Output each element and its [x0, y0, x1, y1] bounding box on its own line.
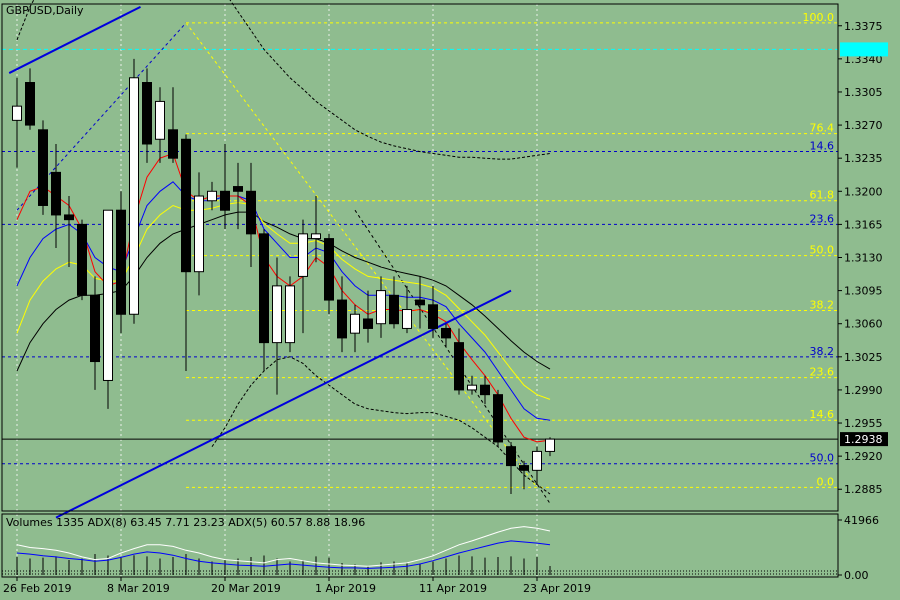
candle-bullish [350, 313, 360, 334]
x-tick-label: 20 Mar 2019 [211, 582, 281, 595]
fib-label-yellow: 100.0 [803, 11, 835, 24]
y-tick-label: 1.2990 [844, 384, 883, 397]
fib-label-yellow: 76.4 [810, 122, 835, 135]
candle-bearish [324, 238, 334, 301]
candle-bullish [298, 233, 308, 277]
indicator-tick-label: 41966 [844, 514, 879, 527]
y-tick-label: 1.3375 [844, 20, 883, 33]
fib-label-yellow: 14.6 [810, 408, 835, 421]
candle-bearish [116, 209, 126, 315]
candle-bearish [441, 327, 451, 339]
candle-bearish [168, 129, 178, 159]
fib-diagonal [185, 22, 538, 488]
candle-bullish [194, 195, 204, 273]
envelope-upper [16, 0, 551, 160]
envelope-lines [16, 0, 551, 495]
y-tick-label: 1.3130 [844, 252, 883, 265]
candle-bearish [64, 214, 74, 221]
x-tick-label: 11 Apr 2019 [419, 582, 487, 595]
candle-bullish [155, 100, 165, 140]
fib-label-yellow: 61.8 [810, 189, 835, 202]
candle-bearish [415, 299, 425, 306]
candle-bearish [25, 82, 35, 126]
candle-bearish [454, 342, 464, 391]
candle-bullish [129, 77, 139, 315]
y-tick-label: 1.3025 [844, 351, 883, 364]
fib-label-yellow: 38.2 [810, 298, 835, 311]
candle-bearish [259, 233, 269, 344]
candle-bullish [311, 233, 321, 240]
indicator-panel-frame [1, 513, 839, 578]
channel-diagonal [354, 209, 551, 504]
candle-bearish [519, 465, 529, 471]
candle-bullish [402, 309, 412, 329]
candle-bearish [38, 129, 48, 206]
last-price-label: 1.2938 [844, 433, 883, 446]
candle-bearish [363, 318, 373, 329]
candle-bearish [246, 190, 256, 235]
chart-title: GBPUSD,Daily [6, 4, 84, 17]
y-tick-label: 1.3060 [844, 318, 883, 331]
candle-bearish [90, 294, 100, 363]
candle-bearish [337, 299, 347, 339]
candle-bearish [506, 446, 516, 467]
candle-bearish [493, 394, 503, 443]
indicator-tick-label: 0.00 [844, 569, 869, 582]
x-tick-label: 8 Mar 2019 [107, 582, 170, 595]
candle-bearish [428, 304, 438, 329]
cyan-price-tag-label: 1.3350 [844, 43, 883, 56]
fib-label-blue: 50.0 [810, 452, 835, 465]
candle-bullish [12, 105, 22, 121]
indicator-title: Volumes 1335 ADX(8) 63.45 7.71 23.23 ADX… [6, 516, 365, 529]
candle-bullish [545, 438, 555, 452]
y-tick-label: 1.2955 [844, 417, 883, 430]
y-tick-label: 1.3235 [844, 152, 883, 165]
indicator-panel [2, 526, 838, 575]
candle-bullish [285, 285, 295, 344]
fib-label-yellow: 23.6 [810, 366, 835, 379]
candle-bullish [272, 285, 282, 344]
candle-bearish [389, 294, 399, 325]
candle-bearish [233, 186, 243, 192]
fib-label-blue: 23.6 [810, 212, 835, 225]
candle-bullish [207, 190, 217, 202]
candle-bearish [51, 171, 61, 216]
y-tick-label: 1.3095 [844, 285, 883, 298]
candle-bearish [220, 190, 230, 211]
axes: 1.33751.33401.33051.32701.32351.32001.31… [1, 3, 888, 595]
candles [12, 58, 555, 494]
y-tick-label: 1.3305 [844, 86, 883, 99]
candle-bullish [376, 290, 386, 325]
candle-bearish [480, 384, 490, 396]
fib-label-blue: 38.2 [810, 345, 835, 358]
adx-plus-line [16, 540, 551, 569]
cyan-price-tag [840, 42, 888, 57]
y-tick-label: 1.3165 [844, 218, 883, 231]
x-tick-label: 23 Apr 2019 [523, 582, 591, 595]
y-tick-label: 1.2885 [844, 483, 883, 496]
grid [16, 4, 538, 577]
candle-bearish [142, 82, 152, 145]
last-price-tag [840, 432, 888, 447]
y-tick-label: 1.2920 [844, 450, 883, 463]
fib-label-blue: 14.6 [810, 140, 835, 153]
fib-label-yellow: 50.0 [810, 244, 835, 257]
x-tick-label: 26 Feb 2019 [3, 582, 71, 595]
candle-bullish [532, 450, 542, 471]
candle-bullish [103, 209, 113, 381]
candle-bullish [467, 384, 477, 391]
envelope-lower [211, 356, 551, 495]
trendline [8, 5, 141, 74]
y-tick-label: 1.3200 [844, 185, 883, 198]
candle-bearish [77, 223, 87, 296]
candle-bearish [181, 138, 191, 273]
x-tick-label: 1 Apr 2019 [315, 582, 376, 595]
fib-label-yellow: 0.0 [817, 475, 835, 488]
adx-line [16, 526, 551, 567]
y-tick-label: 1.3270 [844, 119, 883, 132]
